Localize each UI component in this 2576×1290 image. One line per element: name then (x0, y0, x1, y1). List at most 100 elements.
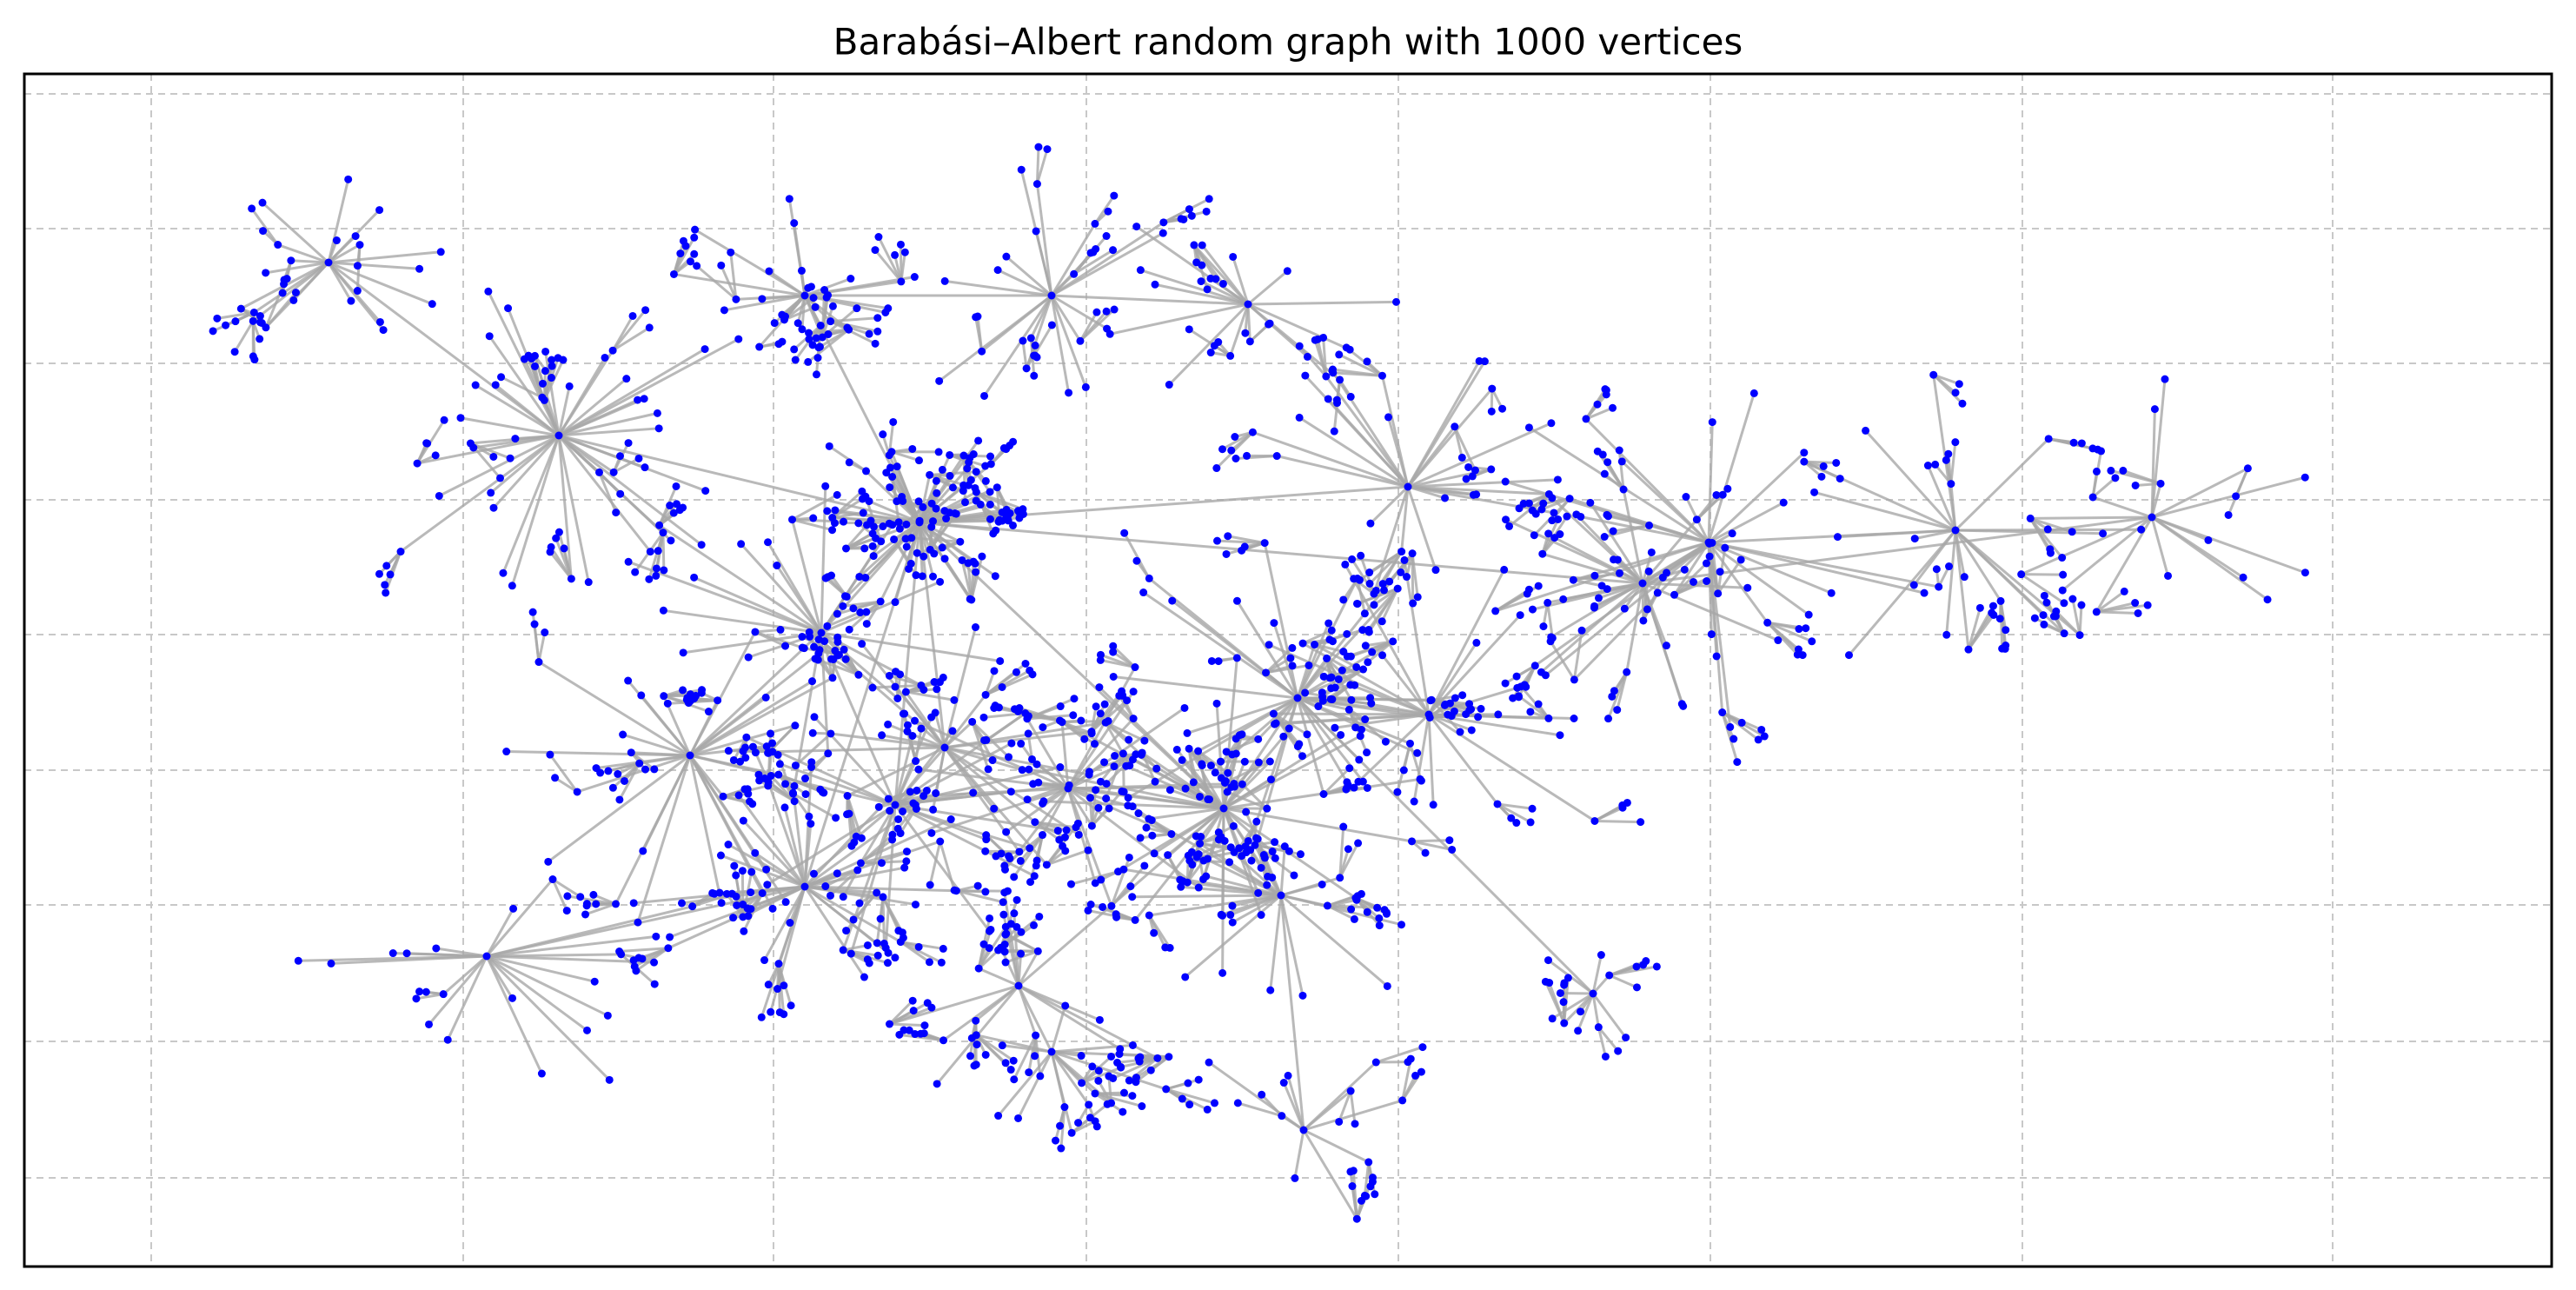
vertex (1007, 739, 1016, 748)
vertex (1623, 668, 1631, 676)
vertex (938, 465, 946, 474)
vertex (754, 770, 763, 779)
vertex (787, 1001, 795, 1010)
vertex (1357, 551, 1365, 560)
edge (400, 434, 560, 553)
vertex (1262, 668, 1271, 677)
vertex (873, 314, 882, 322)
edge (612, 326, 651, 352)
edge (1222, 808, 1263, 869)
vertex (798, 632, 807, 641)
vertex (612, 509, 621, 517)
vertex (584, 578, 593, 587)
edge (2122, 469, 2161, 485)
vertex (1105, 1072, 1113, 1081)
vertex (889, 417, 898, 426)
vertex (1318, 688, 1326, 697)
edge (1532, 582, 1643, 611)
edge (613, 457, 640, 474)
vertex (1718, 708, 1727, 717)
edge (1067, 758, 1134, 790)
vertex (1070, 269, 1079, 278)
vertex (2204, 535, 2213, 544)
edge (860, 850, 907, 865)
vertex (509, 904, 518, 913)
edge (1112, 645, 1137, 668)
vertex (1371, 586, 1380, 595)
edge (328, 261, 560, 437)
edge (1036, 763, 1069, 790)
vertex (701, 487, 710, 495)
edge (1165, 1087, 1191, 1106)
vertex (826, 891, 834, 900)
vertex (2043, 525, 2052, 534)
vertex (1105, 329, 1114, 338)
edge (611, 315, 634, 351)
vertex (1368, 648, 1377, 656)
vertex (1107, 1052, 1116, 1061)
vertex (1346, 652, 1355, 661)
vertex (1601, 1052, 1610, 1061)
vertex (1384, 413, 1393, 422)
vertex (1056, 763, 1065, 772)
vertex (845, 625, 853, 634)
vertex (1214, 657, 1223, 666)
vertex (935, 376, 944, 385)
vertex (845, 458, 853, 467)
vertex (1945, 562, 1954, 571)
vertex (537, 1069, 546, 1078)
vertex (842, 927, 851, 935)
vertex (1146, 1066, 1155, 1074)
vertex (412, 994, 421, 1003)
vertex (1356, 732, 1364, 741)
vertex (810, 713, 819, 721)
edge (825, 868, 859, 888)
vertex (1547, 633, 1556, 642)
vertex (1241, 329, 1250, 337)
edge (1572, 630, 1583, 681)
vertex (1100, 700, 1109, 708)
vertex (1058, 718, 1066, 727)
vertex (920, 1021, 929, 1030)
edge (793, 801, 807, 888)
vertex (1541, 671, 1550, 680)
vertex (1056, 702, 1065, 711)
edge (1303, 1089, 1352, 1132)
vertex (1632, 983, 1641, 992)
vertex (729, 755, 738, 764)
vertex (716, 851, 725, 860)
vertex (877, 859, 886, 868)
vertex (1026, 666, 1034, 675)
edge (1954, 437, 2050, 532)
vertex (1712, 652, 1721, 661)
vertex (436, 248, 445, 256)
vertex (1550, 509, 1558, 517)
edge (1949, 483, 1957, 531)
vertex (990, 667, 999, 675)
vertex (1150, 928, 1159, 937)
edge (1534, 541, 1710, 668)
edge (2034, 616, 2065, 635)
vertex (605, 1075, 614, 1084)
vertex (1271, 720, 1279, 728)
vertex (991, 702, 999, 710)
edge (2092, 476, 2116, 499)
edge (1072, 249, 1114, 276)
vertex (1774, 636, 1783, 645)
vertex (1757, 725, 1766, 734)
vertex (1096, 650, 1105, 659)
vertex (791, 356, 800, 364)
vertex (912, 571, 920, 580)
edge (489, 434, 560, 495)
vertex (1800, 457, 1809, 466)
vertex (1015, 848, 1024, 856)
vertex (946, 815, 955, 824)
vertex (1206, 761, 1215, 770)
vertex (1451, 422, 1459, 431)
edge (486, 905, 693, 958)
edge (820, 580, 941, 635)
vertex (1964, 645, 1973, 654)
edge (845, 523, 868, 549)
edge (1244, 303, 1250, 334)
edge (1201, 244, 1250, 305)
